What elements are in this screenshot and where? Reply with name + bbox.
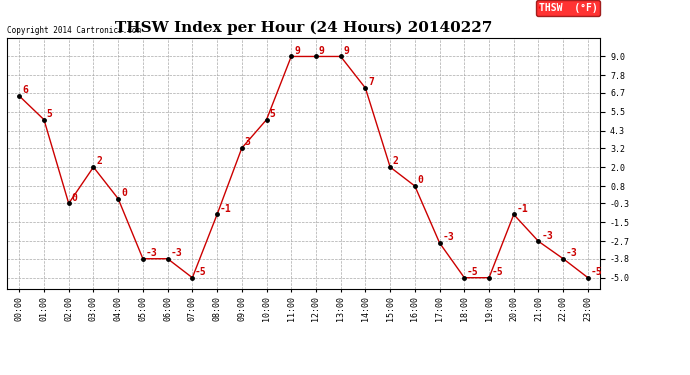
Text: -5: -5 [492, 267, 504, 277]
Text: 3: 3 [244, 137, 250, 147]
Text: -3: -3 [442, 232, 454, 242]
Text: 9: 9 [294, 46, 300, 56]
Text: -3: -3 [146, 248, 157, 258]
Text: -1: -1 [517, 204, 529, 214]
Text: -3: -3 [541, 231, 553, 241]
Text: 2: 2 [96, 156, 102, 166]
Text: -3: -3 [566, 248, 578, 258]
Text: -3: -3 [170, 248, 182, 258]
Text: Copyright 2014 Cartronics.com: Copyright 2014 Cartronics.com [7, 26, 141, 35]
Text: 0: 0 [72, 193, 77, 202]
Text: -5: -5 [467, 267, 479, 277]
Text: 2: 2 [393, 156, 399, 166]
Text: 0: 0 [121, 188, 127, 198]
Text: 9: 9 [319, 46, 324, 56]
Text: 9: 9 [344, 46, 349, 56]
Title: THSW Index per Hour (24 Hours) 20140227: THSW Index per Hour (24 Hours) 20140227 [115, 21, 492, 35]
Text: 6: 6 [22, 85, 28, 95]
Text: 0: 0 [417, 175, 424, 185]
Text: 7: 7 [368, 77, 374, 87]
Legend: THSW  (°F): THSW (°F) [535, 0, 600, 16]
Text: -5: -5 [591, 267, 602, 277]
Text: 5: 5 [269, 109, 275, 119]
Text: 5: 5 [47, 109, 52, 119]
Text: -1: -1 [220, 204, 232, 214]
Text: -5: -5 [195, 267, 207, 277]
